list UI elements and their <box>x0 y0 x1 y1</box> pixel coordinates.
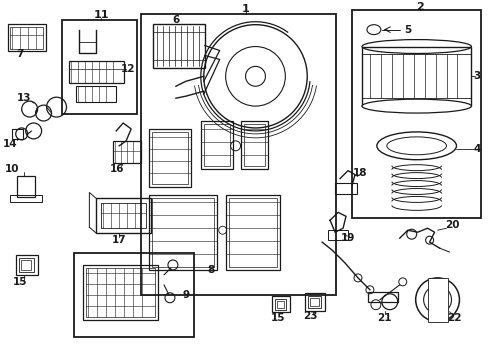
Text: 5: 5 <box>403 24 410 35</box>
Bar <box>367 292 397 302</box>
Bar <box>8 24 45 51</box>
Bar <box>149 129 190 186</box>
Text: 22: 22 <box>447 312 461 323</box>
Bar <box>272 296 290 312</box>
Text: 4: 4 <box>473 144 480 154</box>
Bar <box>141 14 335 295</box>
Bar <box>309 298 319 306</box>
Text: 20: 20 <box>445 220 459 230</box>
Bar <box>307 296 321 308</box>
Text: 14: 14 <box>2 139 17 149</box>
Bar <box>16 255 38 275</box>
Bar <box>275 299 286 310</box>
Bar <box>240 121 268 168</box>
Text: 2: 2 <box>415 2 423 12</box>
Text: 1: 1 <box>241 4 249 14</box>
Ellipse shape <box>361 99 470 113</box>
Text: 15: 15 <box>12 277 27 287</box>
Bar <box>74 253 193 337</box>
Bar <box>149 195 216 270</box>
Bar <box>277 301 284 308</box>
Bar <box>76 86 116 102</box>
Bar <box>10 195 41 202</box>
Text: 21: 21 <box>377 312 391 323</box>
Text: 13: 13 <box>17 93 31 103</box>
Bar <box>113 141 141 163</box>
Bar <box>83 265 158 320</box>
Text: 8: 8 <box>207 265 214 275</box>
Bar <box>69 62 124 83</box>
Bar <box>86 268 155 316</box>
Bar <box>10 27 42 49</box>
Text: 12: 12 <box>121 64 135 75</box>
Text: 15: 15 <box>270 312 285 323</box>
Bar <box>243 124 265 166</box>
Bar <box>61 20 137 114</box>
Bar <box>305 293 325 311</box>
Text: 16: 16 <box>110 164 124 174</box>
Bar <box>334 183 356 194</box>
Bar <box>96 198 151 233</box>
Bar <box>228 198 277 267</box>
Bar <box>152 132 187 184</box>
Bar <box>327 230 347 240</box>
Text: 9: 9 <box>182 290 189 300</box>
Bar <box>152 198 213 267</box>
Bar <box>427 278 447 321</box>
Text: 3: 3 <box>473 71 480 81</box>
Bar <box>153 24 204 68</box>
Bar <box>225 195 280 270</box>
Text: 7: 7 <box>16 49 23 59</box>
Bar <box>101 203 146 228</box>
Bar <box>19 258 34 272</box>
Bar <box>17 176 35 197</box>
Bar <box>203 124 229 166</box>
Text: 6: 6 <box>172 15 179 25</box>
Text: 23: 23 <box>303 311 317 321</box>
Bar <box>361 46 470 106</box>
Text: 19: 19 <box>340 233 354 243</box>
Text: 10: 10 <box>4 164 19 174</box>
Text: 11: 11 <box>93 10 109 20</box>
Bar <box>201 121 232 168</box>
Bar <box>12 129 22 139</box>
Bar <box>351 10 480 218</box>
Bar <box>20 260 31 270</box>
Text: 17: 17 <box>112 235 126 245</box>
Text: 18: 18 <box>352 168 366 177</box>
